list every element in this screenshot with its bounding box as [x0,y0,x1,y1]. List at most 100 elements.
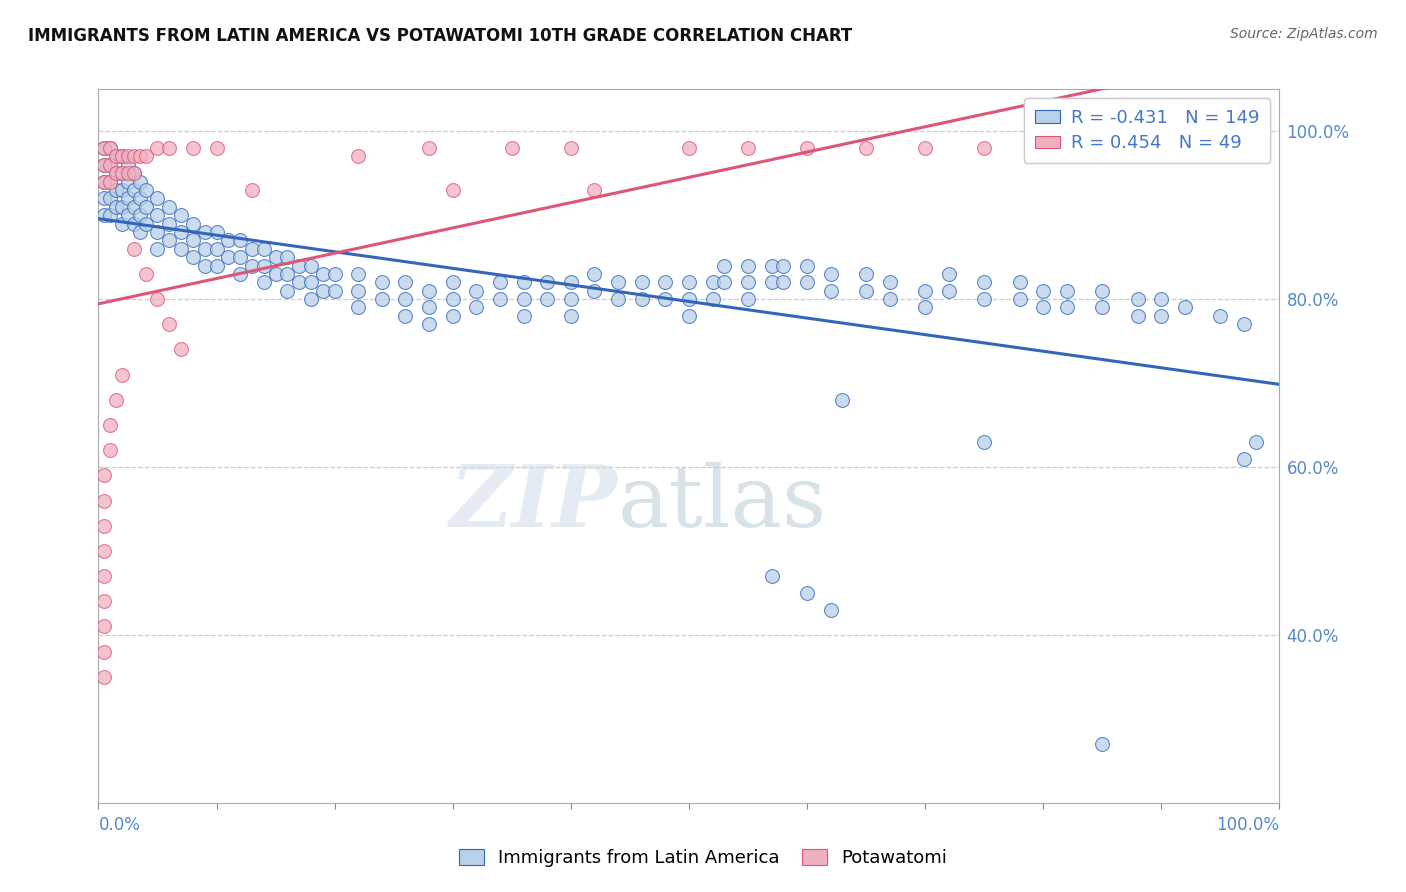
Point [98,417,121,432]
Point [93,191,115,205]
Point [253,242,276,256]
Point [418,318,440,332]
Point [229,267,252,281]
Point [205,259,228,273]
Point [654,275,676,289]
Point [117,166,139,180]
Point [418,301,440,315]
Text: 100.0%: 100.0% [1216,816,1279,834]
Point [831,392,853,407]
Point [1209,309,1232,323]
Legend: R = -0.431   N = 149, R = 0.454   N = 49: R = -0.431 N = 149, R = 0.454 N = 49 [1024,98,1271,163]
Point [796,586,818,600]
Point [117,149,139,163]
Point [347,301,370,315]
Point [441,292,464,306]
Point [146,292,169,306]
Point [117,191,139,205]
Point [299,275,322,289]
Point [347,284,370,298]
Point [938,267,960,281]
Point [122,200,145,214]
Point [181,250,204,264]
Point [111,149,134,163]
Point [1091,301,1114,315]
Point [264,250,287,264]
Point [489,292,512,306]
Point [105,200,128,214]
Point [441,309,464,323]
Point [1091,141,1114,155]
Point [93,619,115,633]
Point [240,183,263,197]
Text: 0.0%: 0.0% [98,816,141,834]
Point [820,603,842,617]
Point [146,141,169,155]
Point [288,275,311,289]
Point [1174,301,1197,315]
Point [105,392,128,407]
Point [796,259,818,273]
Point [312,267,335,281]
Point [501,141,523,155]
Point [93,645,115,659]
Point [394,309,416,323]
Point [323,284,346,298]
Point [98,158,121,172]
Point [465,284,488,298]
Point [418,141,440,155]
Point [128,191,150,205]
Point [157,217,180,231]
Point [560,275,582,289]
Point [973,434,995,449]
Point [536,275,558,289]
Point [737,259,759,273]
Point [654,292,676,306]
Point [583,183,606,197]
Point [135,267,157,281]
Point [678,275,700,289]
Point [111,149,134,163]
Point [371,275,394,289]
Point [855,284,877,298]
Point [170,225,193,239]
Point [93,158,115,172]
Point [761,569,783,583]
Point [105,149,128,163]
Point [820,284,842,298]
Point [418,284,440,298]
Point [181,233,204,247]
Point [512,309,534,323]
Point [93,141,115,155]
Point [229,233,252,247]
Point [678,309,700,323]
Point [299,292,322,306]
Point [607,292,630,306]
Point [276,284,298,298]
Point [93,208,115,222]
Point [938,284,960,298]
Point [312,284,335,298]
Point [122,242,145,256]
Point [1150,141,1173,155]
Point [630,292,652,306]
Point [157,318,180,332]
Text: ZIP: ZIP [450,461,619,545]
Point [536,292,558,306]
Point [170,242,193,256]
Point [111,166,134,180]
Point [128,225,150,239]
Point [105,149,128,163]
Point [93,493,115,508]
Point [146,191,169,205]
Point [1008,275,1031,289]
Point [194,259,217,273]
Point [111,183,134,197]
Point [157,233,180,247]
Point [1032,141,1054,155]
Point [276,267,298,281]
Point [122,166,145,180]
Point [288,259,311,273]
Point [117,208,139,222]
Point [796,141,818,155]
